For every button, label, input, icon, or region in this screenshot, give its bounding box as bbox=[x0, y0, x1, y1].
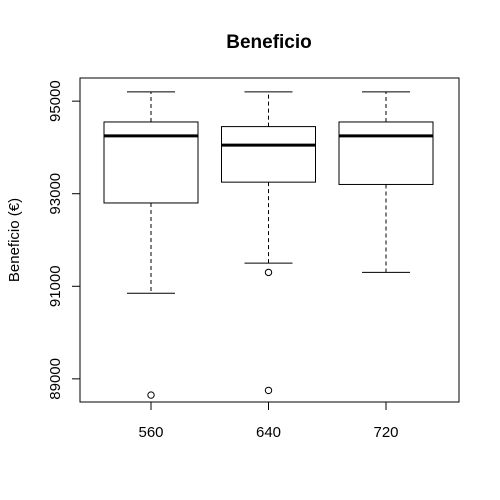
boxes-group bbox=[103, 91, 434, 399]
x-tick-label: 720 bbox=[373, 424, 398, 441]
iqr-box bbox=[338, 121, 434, 185]
x-tick-label: 560 bbox=[138, 424, 163, 441]
y-tick-label: 89000 bbox=[47, 358, 64, 400]
chart-title: Beneficio bbox=[226, 32, 312, 53]
box-720 bbox=[338, 91, 434, 273]
y-tick-label: 93000 bbox=[47, 173, 64, 215]
outlier-point bbox=[264, 386, 273, 395]
y-axis-label: Beneficio (€) bbox=[6, 198, 23, 282]
box-640 bbox=[221, 91, 316, 395]
y-axis-ticks: 89000 91000 93000 95000 bbox=[47, 80, 80, 400]
iqr-box bbox=[103, 121, 199, 204]
outlier-point bbox=[264, 268, 273, 277]
outlier-point bbox=[147, 391, 155, 399]
y-tick-label: 95000 bbox=[47, 80, 64, 122]
box-560 bbox=[103, 91, 199, 399]
iqr-box bbox=[221, 126, 316, 183]
x-tick-label: 640 bbox=[256, 424, 281, 441]
x-axis-ticks: 560 640 720 bbox=[138, 402, 399, 441]
y-tick-label: 91000 bbox=[47, 265, 64, 307]
